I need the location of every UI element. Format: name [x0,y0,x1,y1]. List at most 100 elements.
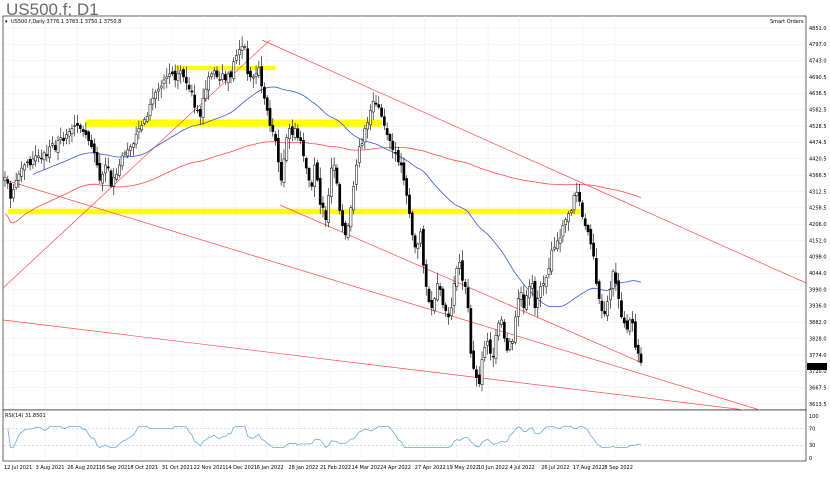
candle-body [78,124,82,129]
y-tick-label: 4528.5 [809,124,827,130]
candle-body [246,48,250,75]
candle-body [282,158,286,183]
candle-body [187,84,191,90]
candle-body [25,161,29,164]
candle-body [184,76,188,84]
support-resistance-zones [8,65,584,215]
candle-body [95,152,99,166]
candle-body [23,164,26,171]
candle-body [380,107,383,117]
y-tick-label: 4851.0 [809,26,827,32]
candle-body [391,140,395,151]
x-tick-label: 26 Aug 2021 [67,465,99,471]
candle-body [346,225,350,238]
candle-body [221,73,224,80]
chart-header-ohlc: US500.f,Daily 3776.1 3783.1 3750.1 3750.… [11,19,121,25]
candle-body [140,125,144,131]
candle-body [341,210,344,227]
candle-body [416,243,420,249]
rsi-tick-label: 0 [809,456,812,462]
candle-body [171,71,174,75]
candle-body [131,143,135,148]
candle-body [268,108,272,126]
candle-body [20,167,24,177]
candle-body [87,131,91,141]
candle-body [620,300,623,318]
zone-band [8,208,584,215]
candle-body [539,286,542,298]
y-tick-label: 3774.0 [809,353,827,359]
candle-body [500,319,503,325]
candle-body [542,283,545,286]
candle-body [424,264,428,287]
current-price-tag [807,363,827,370]
candle-body [137,128,141,133]
candle-body [639,353,643,363]
y-tick-label: 4743.0 [809,58,827,64]
candle-body [73,125,77,127]
candle-body [210,73,213,77]
candle-body [514,316,517,343]
candle-body [70,128,74,135]
rsi-tick-label: 70 [809,426,815,432]
candle-body [12,189,15,199]
candle-body [349,207,353,228]
candle-body [399,162,403,166]
candle-body [115,173,118,180]
candle-body [388,134,392,141]
time-axis: 12 Jul 2021 3 Aug 2021 26 Aug 2021 16 Sep 2… [4,465,633,471]
ma-fast-line [32,86,642,308]
candle-body [483,347,487,358]
candle-body [528,286,531,299]
candle-body [162,79,166,84]
candle-body [522,294,526,309]
smart-orders-label[interactable]: Smart Orders [770,19,804,25]
candle-body [154,91,157,99]
candle-body [491,355,495,358]
candle-body [558,237,562,244]
candle-body [357,146,361,163]
x-tick-label: 3 Aug 2021 [36,465,65,471]
candle-body [533,281,537,309]
candle-body [42,152,46,161]
candle-body [28,158,32,166]
channel-line [279,204,641,363]
candle-body [285,137,289,161]
candle-body [606,301,609,317]
candle-body [274,133,277,141]
rsi-series [7,426,642,449]
x-tick-label: 16 Sep 2021 [99,465,131,471]
y-tick-label: 3667.5 [809,385,827,391]
candle-body [109,170,113,187]
candle-body [14,179,18,188]
candle-body [511,341,515,344]
candle-body [569,210,573,213]
candle-body [405,178,409,196]
candle-body [243,46,247,48]
candle-body [226,73,230,84]
candle-body [597,281,601,299]
rsi-panel-frame [2,409,807,462]
chart-header-icon: ▾ [5,19,8,25]
grid-lines [4,16,805,461]
candle-body [530,283,534,289]
zone-band [86,119,382,127]
rsi-axis: 100 70 30 0 [809,414,819,462]
candle-body [544,277,548,287]
candle-body [271,125,275,132]
candle-body [207,76,210,91]
x-tick-label: 31 Oct 2021 [162,465,193,471]
y-tick-label: 4044.0 [809,271,827,277]
x-tick-label: 21 Feb 2022 [320,465,351,471]
candle-body [106,166,110,169]
candle-body [263,86,266,99]
candle-body [377,104,381,108]
y-tick-label: 4206.0 [809,222,827,228]
candle-body [622,317,626,324]
candle-body [224,74,227,81]
x-tick-label: 27 Apr 2022 [415,465,446,471]
candle-body [608,289,612,301]
zone-band [175,65,275,71]
candle-body [123,152,127,155]
